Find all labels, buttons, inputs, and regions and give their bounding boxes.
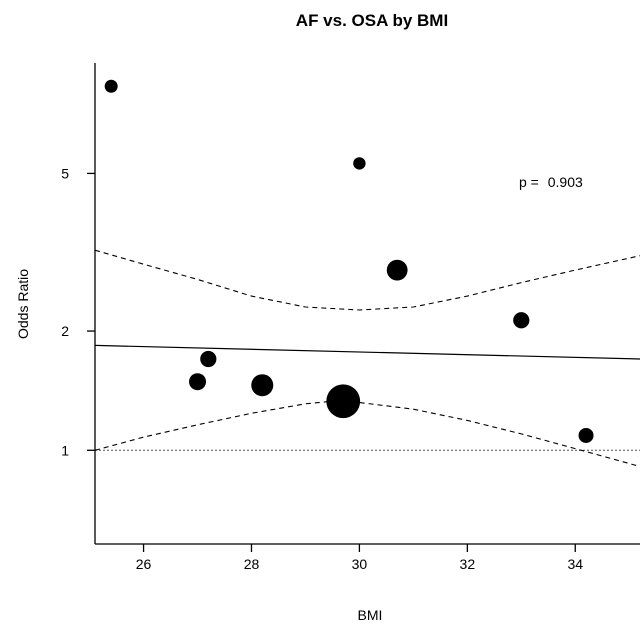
ci-upper-band (94, 249, 640, 311)
data-point (513, 312, 530, 329)
x-axis-label: BMI (358, 607, 383, 623)
y-tick-label: 2 (61, 323, 69, 339)
x-tick-label: 34 (567, 556, 583, 572)
y-tick-label: 5 (61, 165, 69, 181)
x-tick-label: 32 (460, 556, 476, 572)
regression-line (94, 344, 640, 360)
y-tick-label: 1 (61, 442, 69, 458)
y-axis-label: Odds Ratio (15, 269, 31, 339)
ci-lower-band (94, 400, 640, 468)
data-point (200, 350, 217, 368)
chart-title: AF vs. OSA by BMI (296, 11, 448, 30)
x-tick-label: 26 (136, 556, 152, 572)
p-value-annotation: p = 0.903 (519, 174, 583, 190)
x-tick-label: 30 (352, 556, 368, 572)
p-value: 0.903 (548, 174, 583, 190)
data-point (353, 157, 366, 170)
p-label: p = (519, 174, 539, 190)
data-point (251, 374, 274, 397)
data-point (189, 373, 207, 391)
data-point (386, 259, 408, 281)
x-tick-label: 28 (244, 556, 260, 572)
plot-area: 26 28 30 32 34 1 2 5 (61, 63, 640, 572)
data-point (326, 384, 361, 419)
data-point (104, 79, 118, 93)
data-point (578, 427, 594, 443)
